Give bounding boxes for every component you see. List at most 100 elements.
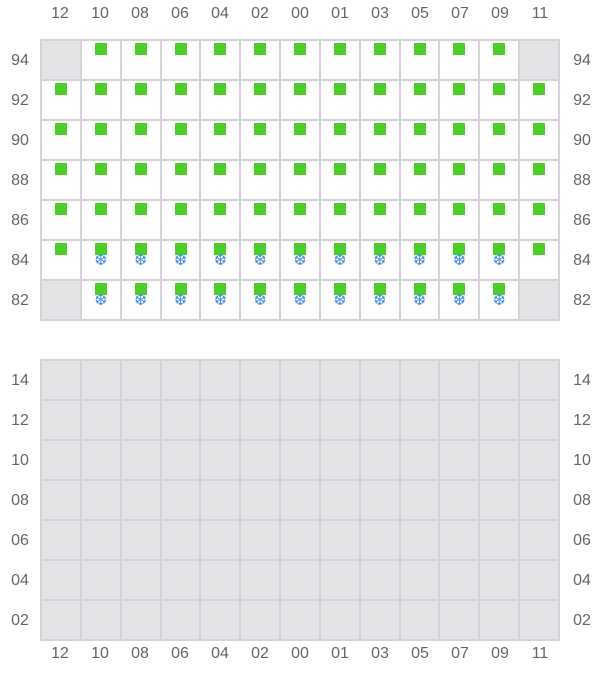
slot-cell[interactable] [81,361,122,401]
slot-cell[interactable] [400,81,441,121]
slot-cell[interactable]: ❆ [201,281,242,321]
slot-cell[interactable] [281,161,321,201]
slot-cell[interactable]: ❆ [320,281,361,321]
slot-cell[interactable] [520,161,560,201]
slot-cell[interactable] [400,521,441,561]
slot-cell[interactable] [320,401,361,441]
slot-cell[interactable] [480,481,521,521]
slot-cell[interactable] [201,121,242,161]
slot-cell[interactable] [281,561,321,601]
slot-cell[interactable] [241,601,282,641]
slot-cell[interactable] [241,441,282,481]
slot-cell[interactable] [400,201,441,241]
slot-cell[interactable] [161,601,202,641]
slot-cell[interactable] [201,481,242,521]
slot-cell[interactable]: ❆ [440,241,481,281]
slot-cell[interactable] [42,201,82,241]
slot-cell[interactable] [241,161,282,201]
slot-cell[interactable] [440,121,481,161]
slot-cell[interactable] [121,121,162,161]
slot-cell[interactable] [520,361,560,401]
slot-cell[interactable] [121,561,162,601]
slot-cell[interactable] [42,481,82,521]
slot-cell[interactable] [42,601,82,641]
slot-cell[interactable] [121,201,162,241]
slot-cell[interactable]: ❆ [360,281,401,321]
slot-cell[interactable] [480,441,521,481]
slot-cell[interactable] [360,201,401,241]
slot-cell[interactable] [520,121,560,161]
slot-cell[interactable]: ❆ [360,241,401,281]
slot-cell[interactable] [400,481,441,521]
slot-cell[interactable] [520,41,560,81]
slot-cell[interactable] [440,521,481,561]
slot-cell[interactable]: ❆ [121,281,162,321]
slot-cell[interactable]: ❆ [400,281,441,321]
slot-cell[interactable] [360,481,401,521]
slot-cell[interactable] [201,41,242,81]
slot-cell[interactable] [360,81,401,121]
slot-cell[interactable] [440,481,481,521]
slot-cell[interactable] [241,81,282,121]
slot-cell[interactable] [42,401,82,441]
slot-cell[interactable]: ❆ [281,281,321,321]
slot-cell[interactable] [400,601,441,641]
slot-cell[interactable] [161,441,202,481]
slot-cell[interactable] [480,41,521,81]
slot-cell[interactable] [201,81,242,121]
slot-cell[interactable] [121,361,162,401]
slot-cell[interactable] [320,441,361,481]
slot-cell[interactable] [440,441,481,481]
slot-cell[interactable]: ❆ [81,241,122,281]
slot-cell[interactable] [161,481,202,521]
slot-cell[interactable] [81,441,122,481]
slot-cell[interactable] [320,41,361,81]
slot-cell[interactable] [360,41,401,81]
slot-cell[interactable] [161,41,202,81]
slot-cell[interactable] [320,361,361,401]
slot-cell[interactable] [440,601,481,641]
slot-cell[interactable] [42,41,82,81]
slot-cell[interactable]: ❆ [161,241,202,281]
slot-cell[interactable] [440,401,481,441]
slot-cell[interactable] [241,521,282,561]
slot-cell[interactable] [161,121,202,161]
slot-cell[interactable] [360,161,401,201]
slot-cell[interactable] [42,81,82,121]
slot-cell[interactable] [320,521,361,561]
slot-cell[interactable] [81,81,122,121]
slot-cell[interactable] [281,41,321,81]
slot-cell[interactable] [480,601,521,641]
slot-cell[interactable] [121,161,162,201]
slot-cell[interactable] [201,401,242,441]
slot-cell[interactable] [520,481,560,521]
slot-cell[interactable] [201,561,242,601]
slot-cell[interactable] [281,601,321,641]
slot-cell[interactable] [520,561,560,601]
slot-cell[interactable] [320,481,361,521]
slot-cell[interactable]: ❆ [480,241,521,281]
slot-cell[interactable] [121,441,162,481]
slot-cell[interactable] [520,201,560,241]
slot-cell[interactable] [400,161,441,201]
slot-cell[interactable] [81,161,122,201]
slot-cell[interactable] [81,41,122,81]
slot-cell[interactable] [480,201,521,241]
slot-cell[interactable] [360,121,401,161]
slot-cell[interactable]: ❆ [440,281,481,321]
slot-cell[interactable] [360,361,401,401]
slot-cell[interactable] [42,441,82,481]
slot-cell[interactable] [121,41,162,81]
slot-cell[interactable] [360,561,401,601]
slot-cell[interactable] [201,201,242,241]
slot-cell[interactable] [520,281,560,321]
slot-cell[interactable] [281,121,321,161]
slot-cell[interactable]: ❆ [121,241,162,281]
slot-cell[interactable] [241,41,282,81]
slot-cell[interactable] [480,121,521,161]
slot-cell[interactable] [81,561,122,601]
slot-cell[interactable] [121,521,162,561]
slot-cell[interactable] [121,401,162,441]
slot-cell[interactable] [81,201,122,241]
slot-cell[interactable] [480,81,521,121]
